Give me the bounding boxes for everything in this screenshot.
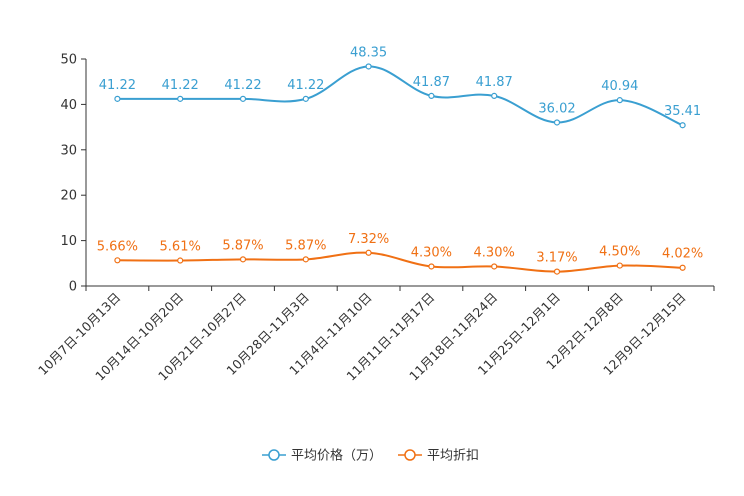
data-point bbox=[616, 97, 623, 104]
data-point bbox=[491, 263, 498, 270]
data-label: 5.66% bbox=[97, 239, 138, 254]
data-label: 36.02 bbox=[538, 101, 575, 116]
data-point bbox=[428, 263, 435, 270]
data-point bbox=[491, 92, 498, 100]
data-label: 5.87% bbox=[285, 238, 326, 253]
data-point bbox=[177, 95, 184, 102]
data-point bbox=[239, 95, 247, 102]
series-1: 41.22 41.22 41.22 41.22 48.35 41.87 41.87 36.02… bbox=[99, 45, 701, 129]
data-label: 4.02% bbox=[662, 247, 703, 262]
legend-item-2: 平均折扣 bbox=[398, 449, 479, 464]
data-label: 4.30% bbox=[411, 245, 452, 260]
y-tick-label: 10 bbox=[60, 234, 77, 249]
data-label: 41.87 bbox=[413, 75, 450, 90]
series-layer: 41.22 41.22 41.22 41.22 48.35 41.87 41.87 36.02… bbox=[97, 45, 703, 275]
legend-label: 平均价格（万） bbox=[291, 448, 382, 464]
data-point bbox=[177, 257, 184, 264]
data-label: 5.87% bbox=[222, 238, 263, 253]
data-point bbox=[114, 95, 121, 102]
data-point bbox=[114, 257, 121, 264]
data-label: 41.22 bbox=[287, 78, 324, 93]
data-point bbox=[365, 249, 372, 256]
data-point bbox=[679, 264, 686, 271]
data-label: 41.87 bbox=[476, 75, 513, 90]
data-point bbox=[428, 92, 435, 100]
data-point bbox=[553, 268, 561, 275]
axes: 0102030405010月7日-10月13日10月14日-10月20日10月2… bbox=[35, 53, 715, 384]
data-point bbox=[302, 256, 309, 263]
data-point bbox=[679, 122, 686, 129]
legend-item-1: 平均价格（万） bbox=[262, 448, 382, 464]
data-label: 48.35 bbox=[350, 45, 387, 60]
y-tick-label: 50 bbox=[60, 53, 77, 68]
data-label: 7.32% bbox=[348, 232, 389, 247]
data-label: 41.22 bbox=[99, 78, 136, 93]
legend: 平均价格（万） 平均折扣 bbox=[262, 448, 479, 464]
legend-label: 平均折扣 bbox=[427, 449, 479, 464]
data-label: 41.22 bbox=[224, 78, 261, 93]
data-point bbox=[239, 256, 247, 263]
data-point bbox=[616, 262, 623, 269]
data-label: 40.94 bbox=[601, 79, 638, 94]
legend-marker bbox=[268, 449, 280, 461]
data-label: 3.17% bbox=[536, 251, 577, 266]
series-line bbox=[117, 251, 683, 273]
y-tick-label: 30 bbox=[60, 143, 77, 158]
data-point bbox=[553, 119, 561, 126]
data-point bbox=[365, 63, 372, 70]
y-tick-label: 40 bbox=[60, 98, 77, 113]
data-label: 4.30% bbox=[474, 245, 515, 260]
series-2: 5.66% 5.61% 5.87% 5.87% 7.32% 4.30% 4.30% 3.17%… bbox=[97, 232, 703, 275]
data-label: 5.61% bbox=[160, 240, 201, 255]
data-label: 35.41 bbox=[664, 104, 701, 119]
y-tick-label: 20 bbox=[60, 189, 77, 204]
data-label: 4.50% bbox=[599, 245, 640, 260]
y-tick-label: 0 bbox=[69, 280, 77, 295]
legend-marker bbox=[404, 449, 416, 461]
series-line bbox=[117, 65, 683, 127]
data-point bbox=[302, 95, 309, 102]
data-label: 41.22 bbox=[162, 78, 199, 93]
